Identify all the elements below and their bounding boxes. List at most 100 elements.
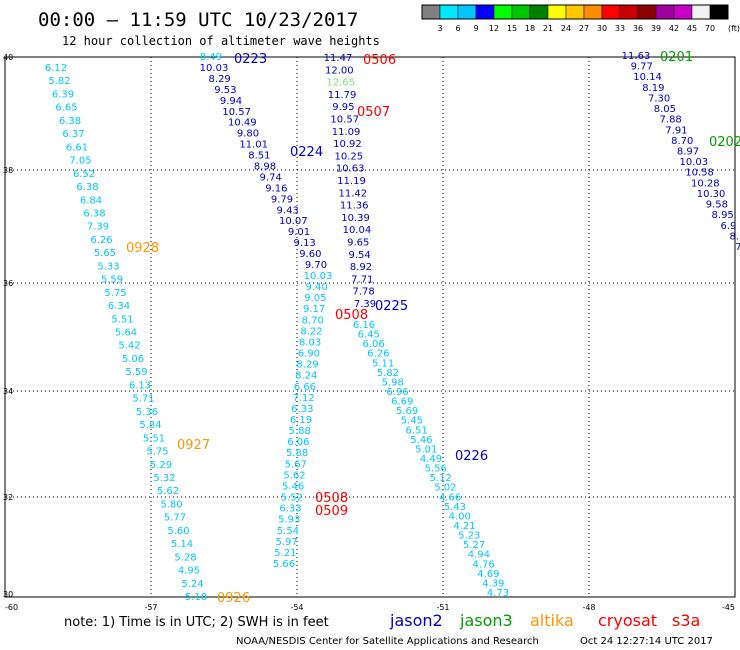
wave-height-value: 7.39 — [354, 299, 376, 310]
colorbar-tick-label: 70 — [705, 24, 715, 33]
wave-height-value: 5.02 — [434, 483, 456, 494]
wave-height-value: 8.98 — [254, 162, 276, 173]
wave-height-value: 5.88 — [286, 448, 308, 459]
wave-height-value: 5.36 — [136, 407, 158, 418]
units-note: note: 1) Time is in UTC; 2) SWH is in fe… — [64, 615, 329, 630]
wave-height-value: 5.46 — [282, 481, 304, 492]
wave-height-value: 5.77 — [164, 513, 186, 524]
wave-height-value: 5.82 — [377, 368, 399, 379]
wave-height-value: 8.51 — [248, 151, 270, 162]
wave-height-value: 5.51 — [111, 314, 133, 325]
wave-height-value: 8.03 — [299, 337, 321, 348]
latitude-tick-label: 34 — [3, 387, 13, 396]
wave-height-value: 5.88 — [289, 426, 311, 437]
wave-height-value: 10.04 — [343, 225, 372, 236]
jason2-track-northwest: 10.038.299.539.9410.5710.499.8011.018.51… — [200, 63, 327, 271]
wave-height-value: 7.91 — [665, 125, 687, 136]
legend-entry-s3a: s3a — [672, 611, 700, 630]
wave-height-value: 5.06 — [122, 354, 144, 365]
wave-height-value: 8.05 — [654, 104, 676, 115]
wave-height-value: 5.11 — [372, 358, 394, 369]
wave-height-value: 5.67 — [285, 459, 307, 470]
pass-time-label: 0927 — [177, 438, 210, 453]
wave-height-value: 6.26 — [90, 235, 112, 246]
wave-height-value: 4.69 — [477, 569, 499, 580]
wave-height-value: 9.13 — [294, 238, 316, 249]
wave-height-value: 6.12 — [45, 63, 67, 74]
wave-height-value: 8.29 — [209, 74, 231, 85]
wave-height-value: 9.17 — [303, 304, 325, 315]
pass-time-label: 0202 — [709, 135, 740, 150]
cryosat-track-north: 11.4712.0012.6511.799.9510.5711.0910.921… — [324, 53, 376, 310]
wave-height-value: 4.76 — [473, 559, 495, 570]
wave-height-value: 5.12 — [429, 473, 451, 484]
wave-height-value: 5.23 — [458, 531, 480, 542]
wave-height-value: 5.82 — [48, 76, 70, 87]
wave-height-value: 6.13 — [129, 380, 151, 391]
wave-height-value: 8.70 — [671, 136, 693, 147]
wave-height-value: 4.49 — [420, 454, 442, 465]
wave-height-value: 5.52 — [281, 493, 303, 504]
wave-height-value: 6.33 — [291, 404, 313, 415]
wave-height-value: 7.39 — [87, 222, 109, 233]
wave-height-value: 5.65 — [94, 248, 116, 259]
wave-height-value: 6.16 — [353, 320, 375, 331]
wave-height-value: 5.54 — [277, 526, 299, 537]
wave-height-value: 9.01 — [288, 227, 310, 238]
colorbar-unit-label: (ft) — [728, 24, 740, 33]
wave-height-value: 7.12 — [292, 393, 314, 404]
wave-height-value: 5.14 — [171, 539, 193, 550]
wave-height-value: 8.19 — [642, 83, 664, 94]
wave-height-value: 5.33 — [97, 261, 119, 272]
wave-height-value: 10.03 — [304, 271, 333, 282]
colorbar-tick-label: 21 — [543, 24, 553, 33]
colorbar-tick-label: 42 — [669, 24, 679, 33]
wave-height-value: 6.84 — [80, 195, 102, 206]
wave-height-value: 6.38 — [76, 182, 98, 193]
wave-height-value: 10.25 — [334, 151, 363, 162]
colorbar-swatch — [421, 4, 441, 20]
wave-height-value: 6.61 — [66, 142, 88, 153]
colorbar-swatch — [619, 4, 639, 20]
wave-height-value: 6.37 — [62, 129, 84, 140]
wave-height-value: 5.62 — [157, 486, 179, 497]
wave-height-value: 6.66 — [294, 382, 316, 393]
pass-time-label: 0507 — [357, 105, 390, 120]
wave-height-value: 5.75 — [104, 288, 126, 299]
latitude-tick-label: 38 — [3, 166, 13, 175]
wave-height-value: 10.92 — [333, 139, 362, 150]
wave-height-value: 8.92 — [350, 262, 372, 273]
wave-height-value: 11.09 — [332, 127, 361, 138]
colorbar-swatch — [457, 4, 477, 20]
wave-height-value: 7. — [735, 242, 740, 253]
wave-height-value: 10.57 — [222, 107, 251, 118]
wave-height-value: 5.56 — [425, 464, 447, 475]
colorbar-tick-label: 45 — [687, 24, 697, 33]
wave-height-value: 10.49 — [228, 118, 257, 129]
wave-height-value: 9.65 — [347, 238, 369, 249]
wave-height-value: 5.80 — [160, 499, 182, 510]
wave-height-value: 5.28 — [174, 552, 196, 563]
pass-time-label: 0508 — [315, 491, 348, 506]
colorbar-outline — [421, 4, 729, 20]
wave-height-value: 10.03 — [679, 157, 708, 168]
pass-time-label: 0509 — [315, 504, 348, 519]
colorbar-tick-label: 24 — [561, 24, 571, 33]
generated-timestamp: Oct 24 12:27:14 UTC 2017 — [580, 636, 713, 647]
colorbar-tick-label: 27 — [579, 24, 589, 33]
wave-height-value: 5.27 — [463, 540, 485, 551]
wave-height-value: 11.79 — [328, 90, 357, 101]
colorbar-tick-label: 33 — [615, 24, 625, 33]
pass-time-label: 0224 — [290, 145, 323, 160]
jason2-track-northwest-first: 8.49 — [200, 52, 222, 63]
wave-height-value: 8.29 — [296, 360, 318, 371]
jason2-track-southeast: 6.166.456.066.265.115.825.986.966.695.69… — [353, 320, 509, 599]
wave-height-value: 5.66 — [273, 559, 295, 570]
wave-height-value: 5.93 — [278, 515, 300, 526]
wave-height-value: 4.66 — [439, 492, 461, 503]
longitude-tick-label: -54 — [290, 603, 303, 612]
wave-height-value: 6.19 — [290, 415, 312, 426]
colorbar-swatch — [565, 4, 585, 20]
wave-height-value: 8.24 — [295, 371, 317, 382]
